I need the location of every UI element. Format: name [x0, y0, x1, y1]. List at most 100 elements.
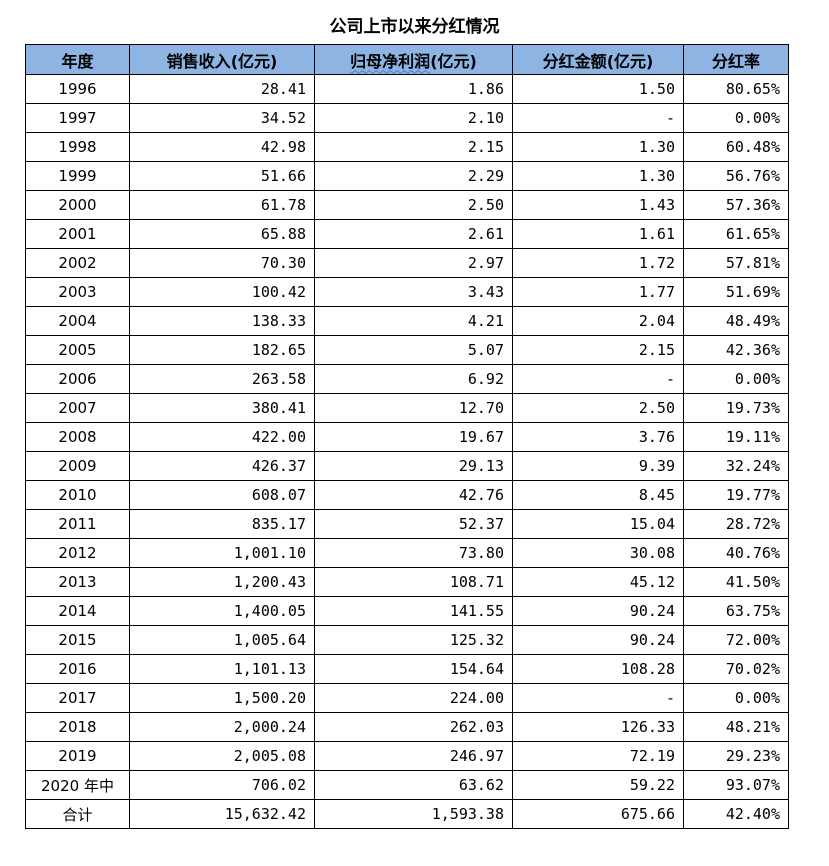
cell-profit: 262.03 — [314, 712, 513, 742]
cell-ratio: 93.07% — [683, 770, 789, 800]
cell-profit: 224.00 — [314, 683, 513, 713]
cell-year: 1999 — [25, 161, 130, 191]
header-dividend-unit: (亿元) — [606, 51, 654, 71]
cell-dividend: 59.22 — [512, 770, 684, 800]
table-row: 2003 100.42 3.43 1.77 51.69% — [25, 277, 789, 307]
header-revenue-unit: (亿元) — [230, 51, 278, 71]
cell-ratio: 40.76% — [683, 538, 789, 568]
cell-year: 2011 — [25, 509, 130, 539]
cell-year: 1997 — [25, 103, 130, 133]
cell-revenue: 182.65 — [129, 335, 315, 365]
cell-year: 2018 — [25, 712, 130, 742]
table-row: 2017 1,500.20 224.00-0.00% — [25, 683, 789, 713]
table-row: 2005 182.65 5.07 2.15 42.36% — [25, 335, 789, 365]
table-row: 2002 70.30 2.97 1.72 57.81% — [25, 248, 789, 278]
table-row: 2020 年中 706.02 63.62 59.22 93.07% — [25, 770, 789, 800]
cell-year: 2008 — [25, 422, 130, 452]
header-dividend: 分红金额(亿元) — [512, 44, 684, 75]
table-row: 2012 1,001.10 73.80 30.08 40.76% — [25, 538, 789, 568]
cell-dividend: 1.72 — [512, 248, 684, 278]
cell-ratio: 28.72% — [683, 509, 789, 539]
cell-ratio: 70.02% — [683, 654, 789, 684]
cell-year: 2019 — [25, 741, 130, 771]
cell-profit: 108.71 — [314, 567, 513, 597]
cell-profit: 5.07 — [314, 335, 513, 365]
cell-dividend: 2.04 — [512, 306, 684, 336]
cell-dividend: 126.33 — [512, 712, 684, 742]
cell-revenue: 422.00 — [129, 422, 315, 452]
header-row: 年度 销售收入(亿元) 归母净利润(亿元) 分红金额(亿元) 分红率 — [25, 44, 789, 75]
cell-year: 合计 — [25, 799, 130, 829]
table-row: 1998 42.98 2.15 1.30 60.48% — [25, 132, 789, 162]
cell-dividend: 30.08 — [512, 538, 684, 568]
cell-year: 2002 — [25, 248, 130, 278]
cell-revenue: 1,400.05 — [129, 596, 315, 626]
cell-dividend: 90.24 — [512, 596, 684, 626]
cell-ratio: 57.81% — [683, 248, 789, 278]
cell-year: 2013 — [25, 567, 130, 597]
cell-dividend: 45.12 — [512, 567, 684, 597]
cell-dividend: 15.04 — [512, 509, 684, 539]
cell-dividend: 3.76 — [512, 422, 684, 452]
cell-dividend: 90.24 — [512, 625, 684, 655]
table-row: 合计 15,632.42 1,593.38 675.66 42.40% — [25, 799, 789, 829]
cell-revenue: 1,005.64 — [129, 625, 315, 655]
cell-revenue: 706.02 — [129, 770, 315, 800]
table-row: 2010 608.07 42.76 8.45 19.77% — [25, 480, 789, 510]
cell-ratio: 42.40% — [683, 799, 789, 829]
cell-revenue: 380.41 — [129, 393, 315, 423]
cell-profit: 4.21 — [314, 306, 513, 336]
cell-profit: 1,593.38 — [314, 799, 513, 829]
cell-profit: 63.62 — [314, 770, 513, 800]
cell-revenue: 1,001.10 — [129, 538, 315, 568]
cell-revenue: 608.07 — [129, 480, 315, 510]
cell-dividend: 1.30 — [512, 132, 684, 162]
cell-ratio: 60.48% — [683, 132, 789, 162]
header-year: 年度 — [25, 44, 130, 75]
cell-profit: 2.61 — [314, 219, 513, 249]
cell-revenue: 51.66 — [129, 161, 315, 191]
cell-profit: 3.43 — [314, 277, 513, 307]
cell-ratio: 63.75% — [683, 596, 789, 626]
cell-ratio: 72.00% — [683, 625, 789, 655]
cell-profit: 125.32 — [314, 625, 513, 655]
cell-dividend: 108.28 — [512, 654, 684, 684]
cell-ratio: 61.65% — [683, 219, 789, 249]
cell-year: 2001 — [25, 219, 130, 249]
cell-dividend: 1.30 — [512, 161, 684, 191]
cell-year: 2003 — [25, 277, 130, 307]
cell-revenue: 65.88 — [129, 219, 315, 249]
table-row: 2019 2,005.08 246.97 72.19 29.23% — [25, 741, 789, 771]
cell-revenue: 138.33 — [129, 306, 315, 336]
cell-revenue: 835.17 — [129, 509, 315, 539]
cell-dividend: 9.39 — [512, 451, 684, 481]
cell-ratio: 0.00% — [683, 103, 789, 133]
cell-profit: 12.70 — [314, 393, 513, 423]
cell-dividend: 675.66 — [512, 799, 684, 829]
cell-revenue: 2,000.24 — [129, 712, 315, 742]
cell-dividend: - — [512, 683, 684, 713]
cell-revenue: 1,101.13 — [129, 654, 315, 684]
header-ratio: 分红率 — [683, 44, 789, 75]
cell-profit: 1.86 — [314, 74, 513, 104]
cell-dividend: 2.50 — [512, 393, 684, 423]
cell-dividend: - — [512, 103, 684, 133]
cell-ratio: 0.00% — [683, 683, 789, 713]
cell-dividend: 72.19 — [512, 741, 684, 771]
cell-profit: 2.29 — [314, 161, 513, 191]
table-row: 2000 61.78 2.50 1.43 57.36% — [25, 190, 789, 220]
cell-year: 1998 — [25, 132, 130, 162]
cell-ratio: 56.76% — [683, 161, 789, 191]
table-row: 2014 1,400.05 141.55 90.24 63.75% — [25, 596, 789, 626]
cell-dividend: 2.15 — [512, 335, 684, 365]
table-row: 2011 835.17 52.37 15.04 28.72% — [25, 509, 789, 539]
cell-profit: 6.92 — [314, 364, 513, 394]
cell-revenue: 28.41 — [129, 74, 315, 104]
cell-year: 2006 — [25, 364, 130, 394]
table-row: 2015 1,005.64 125.32 90.24 72.00% — [25, 625, 789, 655]
cell-profit: 19.67 — [314, 422, 513, 452]
cell-year: 2020 年中 — [25, 770, 130, 800]
cell-ratio: 19.73% — [683, 393, 789, 423]
cell-ratio: 0.00% — [683, 364, 789, 394]
cell-year: 2017 — [25, 683, 130, 713]
